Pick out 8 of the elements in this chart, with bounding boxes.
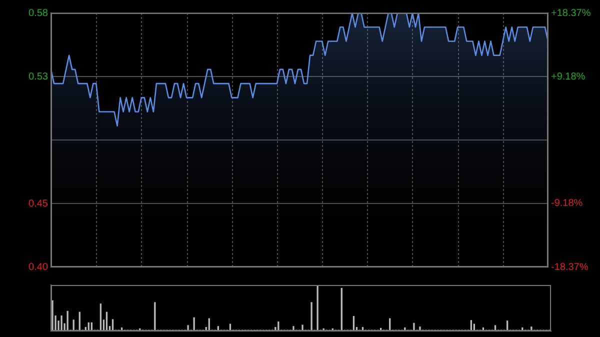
y-tick-label: 0.45 bbox=[28, 198, 48, 210]
y2-tick-label: -9.18% bbox=[551, 198, 583, 210]
y2-tick-label: +9.18% bbox=[551, 71, 586, 82]
y2-tick-label: -18.37% bbox=[551, 262, 588, 273]
y-tick-label: 0.40 bbox=[28, 262, 48, 273]
y-tick-label: 0.58 bbox=[28, 8, 48, 19]
y-tick-label: 0.53 bbox=[28, 71, 48, 82]
y2-tick-label: +18.37% bbox=[551, 8, 591, 19]
